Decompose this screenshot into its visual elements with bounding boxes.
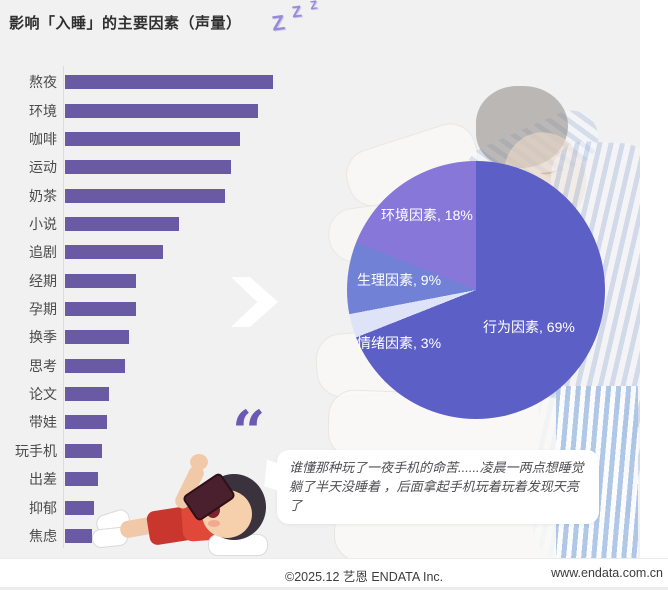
bar-row: 孕期 [8,295,284,323]
bar-category-label: 玩手机 [15,442,57,459]
zzz-sleep-icon: Z Z Z [270,0,319,36]
bar [65,500,95,515]
chart-panel: 影响「入睡」的主要因素（声量） Z Z Z 熬夜环境咖啡运动奶茶小说追剧经期孕期… [0,0,640,558]
bar-category-label: 小说 [29,215,57,232]
bar-row: 经期 [8,267,284,295]
footer: ©2025.12 艺恩 ENDATA Inc. www.endata.com.c… [0,558,668,588]
bar-row: 运动 [8,153,284,181]
bar-category-label: 追剧 [29,244,57,261]
bar-category-label: 孕期 [29,301,57,318]
bar-row: 熬夜 [8,68,284,96]
open-quote-icon: “ [232,398,266,466]
bar-row: 小说 [8,210,284,238]
bar [65,302,136,317]
bar-category-label: 环境 [29,102,57,119]
bar [65,330,130,345]
bar [65,216,180,231]
bar-category-label: 熬夜 [29,74,57,91]
pie-label-behavior: 行为因素, 69% [483,319,575,335]
bar [65,472,99,487]
bar-category-label: 抑郁 [29,499,57,516]
bar-category-label: 咖啡 [29,130,57,147]
website-text: www.endata.com.cn [551,566,663,580]
bar [65,131,240,146]
bar-row: 环境 [8,96,284,124]
cartoon-fist [190,454,208,470]
bar-chart-axis [63,66,64,548]
pie-label-physiology: 生理因素, 9% [357,272,442,288]
bar-row: 追剧 [8,238,284,266]
bar [65,188,226,203]
bar-row: 思考 [8,352,284,380]
bar [65,415,107,430]
bar-row: 论文 [8,380,284,408]
bar-category-label: 出差 [29,471,57,488]
page-title: 影响「入睡」的主要因素（声量） [9,15,242,32]
bar-category-label: 换季 [29,329,57,346]
copyright-text: ©2025.12 艺恩 ENDATA Inc. [285,570,444,584]
bar-category-label: 思考 [29,357,57,374]
bar [65,443,103,458]
bar [65,528,93,543]
speech-bubble: 谁懂那种玩了一夜手机的命苦......凌晨一两点想睡觉 躺了半天没睡着 ，后面拿… [264,450,599,524]
bar-category-label: 焦虑 [29,527,57,544]
pie-label-emotion: 情绪因素, 3% [357,335,442,351]
bar-category-label: 带娃 [29,414,57,431]
bar-category-label: 运动 [29,159,57,176]
bar-row: 出差 [8,465,284,493]
phone-addict-cartoon [90,438,270,558]
bar [65,160,232,175]
bar [65,103,259,118]
pie-label-environment: 环境因素, 18% [381,207,473,223]
bar-category-label: 论文 [29,386,57,403]
bar [65,273,136,288]
bar-chart: 熬夜环境咖啡运动奶茶小说追剧经期孕期换季思考论文带娃玩手机出差抑郁焦虑 [8,68,284,550]
bar [65,245,163,260]
bar-row: 咖啡 [8,125,284,153]
bar [65,387,109,402]
bar-row: 带娃 [8,408,284,436]
bottom-divider [0,587,668,590]
bar-row: 玩手机 [8,437,284,465]
bar-row: 焦虑 [8,522,284,550]
bar-row: 换季 [8,323,284,351]
quote-text: 谁懂那种玩了一夜手机的命苦......凌晨一两点想睡觉 躺了半天没睡着 ，后面拿… [289,460,584,513]
cartoon-blush [208,520,220,527]
bar-category-label: 经期 [29,272,57,289]
bar-row: 抑郁 [8,493,284,521]
bar [65,358,126,373]
bar [65,75,273,90]
bar-row: 奶茶 [8,181,284,209]
pie-chart [347,161,605,419]
bar-category-label: 奶茶 [29,187,57,204]
